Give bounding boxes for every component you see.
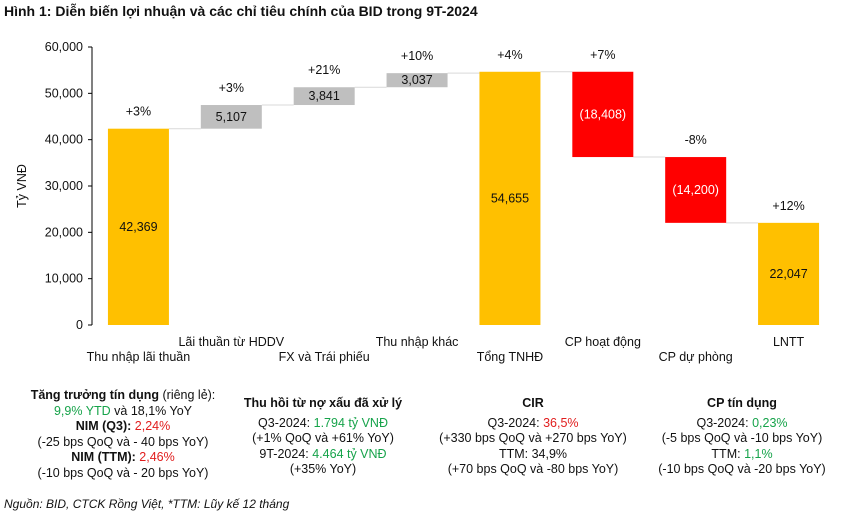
y-tick-label: 0 [76,318,83,332]
nim-ttm-label: NIM (TTM): [71,450,136,464]
label-layer: 42,369 +3% Thu nhập lãi thuần 5,107 +3% Lãi t… [87,48,808,364]
recovery-ytd-note: (+35% YoY) [289,462,357,476]
credit-cost-q3-note: (-5 bps QoQ và -10 bps YoY) [661,431,823,445]
waterfall-chart: 0 10,000 20,000 30,000 40,000 50,000 60,000 Tỷ … [15,40,820,364]
connector-layer [168,71,759,224]
data-label: 54,655 [491,191,529,205]
recovery-q3-note: (+1% QoQ và +61% YoY) [252,431,394,445]
x-tick-label: CP hoạt động [565,335,641,349]
bar-layer [107,71,820,325]
growth-label: +21% [308,63,340,77]
bar [293,87,355,106]
data-label: (14,200) [672,183,719,197]
y-tick-label: 50,000 [45,86,83,100]
credit-growth-note: (riêng lẻ): [159,388,216,402]
nim-q3-label: NIM (Q3): [75,419,132,433]
recovery-ytd-label: 9T-2024: [259,446,313,461]
growth-label: +10% [401,49,433,63]
data-label: 22,047 [769,267,807,281]
cir-q3-label: Q3-2024: [487,415,544,430]
nim-ttm-note: (-10 bps QoQ và - 20 bps YoY) [37,465,209,480]
recovery-heading: Thu hồi từ nợ xấu đã xử lý [243,396,403,410]
credit-cost-ttm-note: (-10 bps QoQ và -20 bps YoY) [658,462,826,476]
x-tick-label: Thu nhập lãi thuần [87,350,191,364]
recovery-q3-value: 1.794 tỷ VNĐ [313,415,388,430]
credit-growth-column: Tăng trưởng tín dụng (riêng lẻ): 9,9% YT… [28,388,218,481]
credit-growth-yoy: và 18,1% YoY [110,403,193,418]
data-label: 5,107 [216,110,247,124]
bar [665,157,727,223]
growth-label: +4% [497,48,522,62]
cir-column: CIR Q3-2024: 36,5% (+330 bps QoQ và +270… [418,388,648,478]
y-tick-label: 30,000 [45,179,83,193]
growth-label: +7% [590,48,615,62]
y-tick-label: 40,000 [45,133,83,147]
bar [200,105,262,129]
data-label: 3,037 [401,73,432,87]
data-label: (18,408) [580,107,627,121]
x-tick-label: Lãi thuần từ HDDV [178,335,284,349]
y-tick-label: 10,000 [45,272,83,286]
data-label: 3,841 [309,89,340,103]
cir-ttm-line: TTM: 34,9% [498,446,568,461]
key-metrics-panel: Tăng trưởng tín dụng (riêng lẻ): 9,9% YT… [0,388,849,488]
x-tick-label: FX và Trái phiếu [279,350,370,364]
nim-q3-note: (-25 bps QoQ và - 40 bps YoY) [37,434,209,449]
recovery-ytd-value: 4.464 tỷ VNĐ [312,446,387,461]
data-label: 42,369 [119,220,157,234]
y-axis-title: Tỷ VNĐ [15,164,29,208]
credit-growth-ytd: 9,9% YTD [53,403,111,418]
figure-title: Hình 1: Diễn biến lợi nhuận và các chỉ t… [4,3,478,19]
y-tick-label: 60,000 [45,40,83,54]
cir-heading: CIR [522,396,544,410]
credit-cost-q3-label: Q3-2024: [696,415,753,430]
y-tick-label: 20,000 [45,225,83,239]
recovery-q3-label: Q3-2024: [258,415,314,430]
bar [572,71,634,158]
source-note: Nguồn: BID, CTCK Rồng Việt, *TTM: Lũy kế… [4,497,290,511]
credit-cost-q3-value: 0,23% [752,415,788,430]
cir-q3-value: 36,5% [543,415,579,430]
x-tick-label: LNTT [773,335,805,349]
cir-q3-note: (+330 bps QoQ và +270 bps YoY) [439,431,627,445]
growth-label: +12% [772,199,804,213]
growth-label: +3% [219,81,244,95]
x-tick-label: Tổng TNHĐ [477,350,543,364]
bad-debt-recovery-column: Thu hồi từ nợ xấu đã xử lý Q3-2024: 1.79… [228,388,418,478]
bar [386,73,448,88]
growth-label: +3% [126,105,151,119]
credit-cost-heading: CP tín dụng [707,396,777,410]
nim-q3-value: 2,24% [134,419,171,433]
growth-label: -8% [685,133,707,147]
credit-cost-column: CP tín dụng Q3-2024: 0,23% (-5 bps QoQ v… [642,388,842,478]
nim-ttm-value: 2,46% [139,450,175,464]
bar [758,222,820,325]
bar [479,71,541,325]
cir-ttm-note: (+70 bps QoQ và -80 bps YoY) [447,462,619,476]
credit-growth-heading: Tăng trưởng tín dụng [30,388,160,402]
credit-cost-ttm-value: 1,1% [744,446,773,461]
axis-layer: 0 10,000 20,000 30,000 40,000 50,000 60,000 Tỷ … [15,40,93,332]
bar [107,128,169,325]
credit-cost-ttm-label: TTM: [711,446,745,461]
x-tick-label: CP dự phòng [659,350,733,364]
x-tick-label: Thu nhập khác [376,335,459,349]
